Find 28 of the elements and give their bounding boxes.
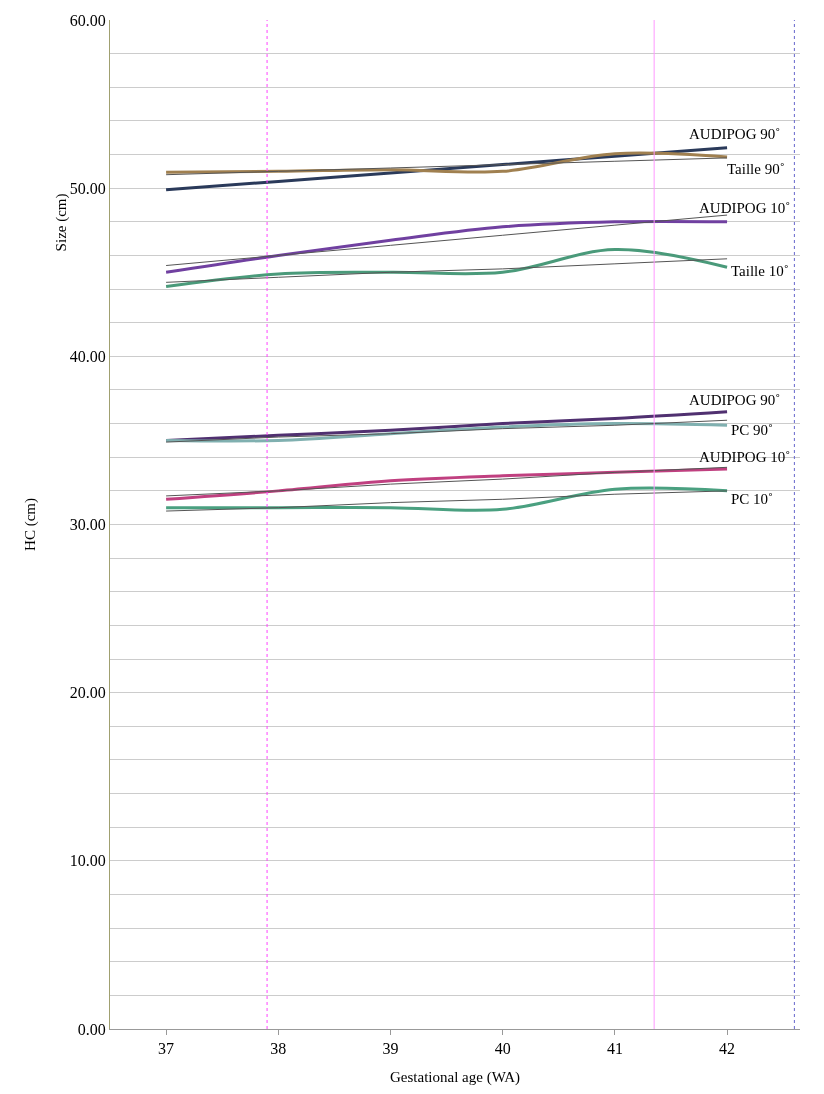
y-tick-label: 20.00 (69, 684, 106, 702)
x-tick-label: 37 (158, 1040, 175, 1058)
y-tick-label: 30.00 (69, 516, 106, 534)
series-label: Taille 90˚ (727, 161, 785, 177)
series-label: PC 90˚ (731, 422, 774, 438)
x-axis-title: Gestational age (WA) (390, 1069, 520, 1087)
series-label: AUDIPOG 10˚ (699, 449, 791, 465)
line-series (165, 214, 728, 267)
y-tick-label: 50.00 (69, 179, 106, 197)
series-label: PC 10˚ (731, 491, 774, 507)
y-tick-label: 0.00 (77, 1020, 106, 1038)
x-tick-label: 41 (606, 1040, 623, 1058)
y-axis-title: HC (cm) (22, 498, 40, 551)
text: Size (cm) (53, 193, 71, 252)
series-label: AUDIPOG 10˚ (699, 200, 791, 216)
x-tick-label: 42 (719, 1040, 736, 1058)
x-tick-label: 39 (382, 1040, 399, 1058)
line-series (165, 258, 728, 283)
line-series (164, 219, 729, 274)
series-label: AUDIPOG 90˚ (689, 126, 781, 142)
y-tick-label: 10.00 (69, 852, 106, 870)
y-tick-label: 40.00 (69, 347, 106, 365)
series-label: Taille 10˚ (731, 263, 789, 279)
x-tick-label: 40 (494, 1040, 511, 1058)
x-tick-label: 38 (270, 1040, 287, 1058)
line-series (165, 157, 728, 176)
y-tick-label: 60.00 (69, 11, 106, 29)
series-label: AUDIPOG 90˚ (689, 392, 781, 408)
